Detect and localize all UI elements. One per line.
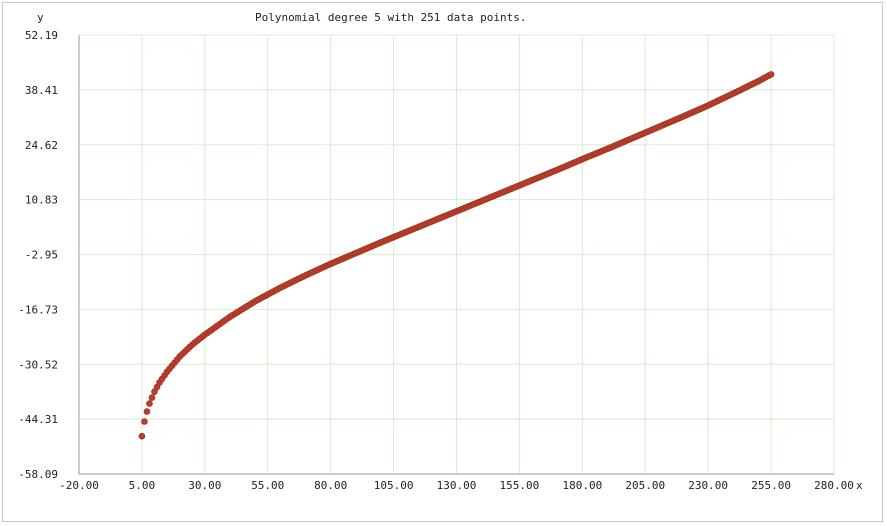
data-point	[141, 418, 148, 425]
chart-title: Polynomial degree 5 with 251 data points…	[255, 11, 527, 24]
x-tick-label: 230.00	[688, 479, 728, 492]
data-points	[138, 71, 775, 440]
tick-labels: -20.00 5.00 30.00 55.00 80.00 105.00 130.00 155…	[18, 29, 854, 492]
x-tick-label: 105.00	[374, 479, 414, 492]
y-tick-label: -16.73	[18, 303, 58, 316]
y-tick-label: 52.19	[25, 29, 58, 42]
x-tick-label: 130.00	[437, 479, 477, 492]
x-tick-label: 180.00	[562, 479, 602, 492]
x-tick-label: 280.00	[814, 479, 854, 492]
data-point	[143, 408, 151, 415]
chart-svg: -20.00 5.00 30.00 55.00 80.00 105.00 130.00 155…	[18, 11, 863, 492]
y-tick-label: 24.62	[25, 139, 58, 152]
x-tick-label: 205.00	[625, 479, 665, 492]
x-tick-label: 155.00	[500, 479, 540, 492]
x-tick-label: 5.00	[129, 479, 156, 492]
data-point	[138, 432, 146, 440]
y-tick-label: -30.52	[18, 358, 58, 371]
y-axis-label: y	[37, 11, 44, 24]
data-point	[767, 71, 775, 78]
y-tick-label: -44.31	[18, 413, 58, 426]
x-tick-label: 30.00	[188, 479, 221, 492]
x-tick-label: 255.00	[751, 479, 791, 492]
data-point	[148, 394, 156, 401]
data-point	[146, 400, 153, 407]
x-tick-label: 55.00	[251, 479, 284, 492]
y-tick-label: -58.09	[18, 468, 58, 481]
x-tick-label: 80.00	[314, 479, 347, 492]
y-tick-label: 38.41	[25, 84, 58, 97]
x-axis-label: x	[856, 479, 863, 492]
x-tick-label: -20.00	[59, 479, 99, 492]
y-tick-label: 10.83	[25, 194, 58, 207]
y-tick-label: -2.95	[25, 249, 58, 262]
